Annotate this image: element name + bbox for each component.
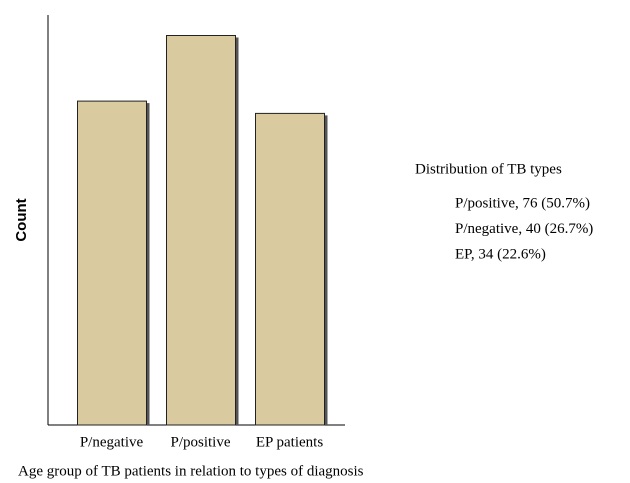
x-tick-label: P/positive — [170, 434, 230, 450]
x-tick-label: P/negative — [80, 434, 144, 450]
y-axis-label: Count — [13, 198, 30, 241]
legend-title: Distribution of TB types — [415, 161, 562, 177]
bar — [77, 100, 147, 426]
legend-entry: P/positive, 76 (50.7%) — [455, 195, 590, 211]
bar — [255, 112, 325, 426]
bar — [166, 35, 236, 426]
legend-entry: EP, 34 (22.6%) — [455, 246, 546, 262]
x-axis-label: Age group of TB patients in relation to … — [18, 463, 364, 479]
x-tick-label: EP patients — [256, 434, 324, 450]
legend-entry: P/negative, 40 (26.7%) — [455, 221, 593, 237]
